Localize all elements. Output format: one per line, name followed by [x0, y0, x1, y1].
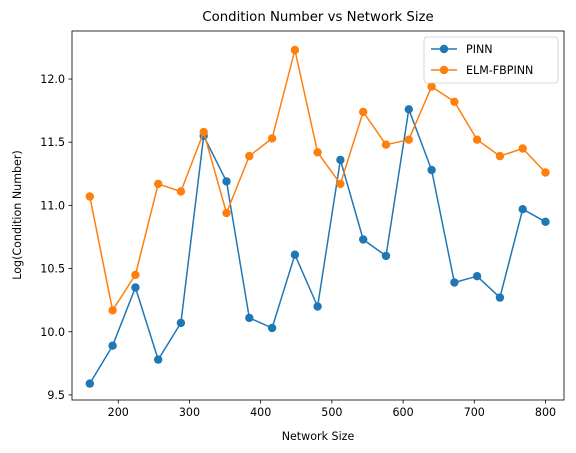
data-point-elm-fbpinn: [427, 82, 436, 91]
y-tick-label: 12.0: [40, 73, 65, 86]
y-tick-label: 9.5: [47, 389, 65, 402]
x-axis-label: Network Size: [282, 430, 355, 443]
data-point-pinn: [427, 165, 436, 175]
data-point-elm-fbpinn: [518, 144, 527, 153]
data-point-pinn: [336, 155, 345, 165]
data-point-elm-fbpinn: [267, 134, 277, 143]
data-point-elm-fbpinn: [381, 140, 391, 149]
y-tick-label: 11.0: [40, 199, 65, 212]
data-point-elm-fbpinn: [472, 135, 482, 144]
data-point-elm-fbpinn: [495, 151, 505, 161]
data-point-elm-fbpinn: [154, 179, 163, 189]
data-point-pinn: [450, 278, 459, 287]
data-point-pinn: [495, 293, 505, 302]
x-tick-label: 600: [392, 406, 413, 419]
data-point-elm-fbpinn: [359, 107, 368, 117]
data-point-pinn: [176, 318, 186, 328]
x-tick-label: 200: [108, 406, 129, 419]
chart-title: Condition Number vs Network Size: [202, 10, 433, 25]
plot-frame: [71, 30, 565, 401]
legend-label-pinn: PINN: [466, 43, 493, 56]
y-axis: 9.5 10.0 10.5 11.0 11.5 12.0: [40, 73, 72, 402]
data-point-pinn: [472, 272, 482, 281]
plot-area: [71, 30, 565, 401]
legend-swatch-marker-pinn: [439, 44, 449, 54]
legend-box: [423, 36, 559, 84]
data-point-elm-fbpinn: [290, 45, 300, 55]
data-point-pinn: [108, 341, 117, 350]
x-tick-label: 400: [250, 406, 271, 419]
y-tick-label: 10.0: [40, 326, 65, 339]
data-point-pinn: [85, 379, 95, 388]
x-tick-label: 300: [179, 406, 200, 419]
data-point-pinn: [131, 283, 140, 292]
legend-label-elm-fbpinn: ELM-FBPINN: [466, 64, 533, 77]
legend-swatch-marker-elm-fbpinn: [439, 65, 449, 75]
data-point-pinn: [541, 217, 550, 226]
data-point-elm-fbpinn: [450, 97, 459, 107]
data-point-pinn: [267, 323, 277, 333]
data-point-elm-fbpinn: [313, 148, 322, 157]
data-point-pinn: [290, 250, 300, 259]
data-point-elm-fbpinn: [336, 179, 345, 189]
x-tick-label: 800: [535, 406, 556, 419]
y-tick-label: 10.5: [40, 263, 65, 276]
x-axis: 200 300 400 500 600 700 800: [108, 400, 556, 419]
legend: PINN ELM-FBPINN: [423, 36, 559, 84]
data-point-pinn: [381, 251, 391, 261]
data-point-pinn: [222, 177, 231, 186]
y-axis-label: Log(Condition Number): [11, 150, 24, 280]
data-point-elm-fbpinn: [222, 208, 231, 218]
data-point-pinn: [245, 313, 254, 323]
data-point-elm-fbpinn: [108, 306, 117, 315]
data-point-pinn: [154, 355, 163, 364]
data-point-pinn: [359, 235, 368, 244]
data-point-elm-fbpinn: [245, 151, 254, 161]
data-point-elm-fbpinn: [404, 135, 413, 144]
x-tick-label: 700: [464, 406, 485, 419]
y-tick-label: 11.5: [40, 136, 65, 149]
data-point-elm-fbpinn: [131, 270, 140, 280]
data-point-elm-fbpinn: [541, 168, 550, 177]
data-point-elm-fbpinn: [199, 127, 208, 137]
data-point-elm-fbpinn: [85, 192, 95, 201]
data-point-elm-fbpinn: [176, 187, 186, 196]
data-point-pinn: [313, 302, 322, 311]
data-point-pinn: [404, 105, 413, 114]
x-tick-label: 500: [321, 406, 342, 419]
data-point-pinn: [518, 205, 527, 214]
